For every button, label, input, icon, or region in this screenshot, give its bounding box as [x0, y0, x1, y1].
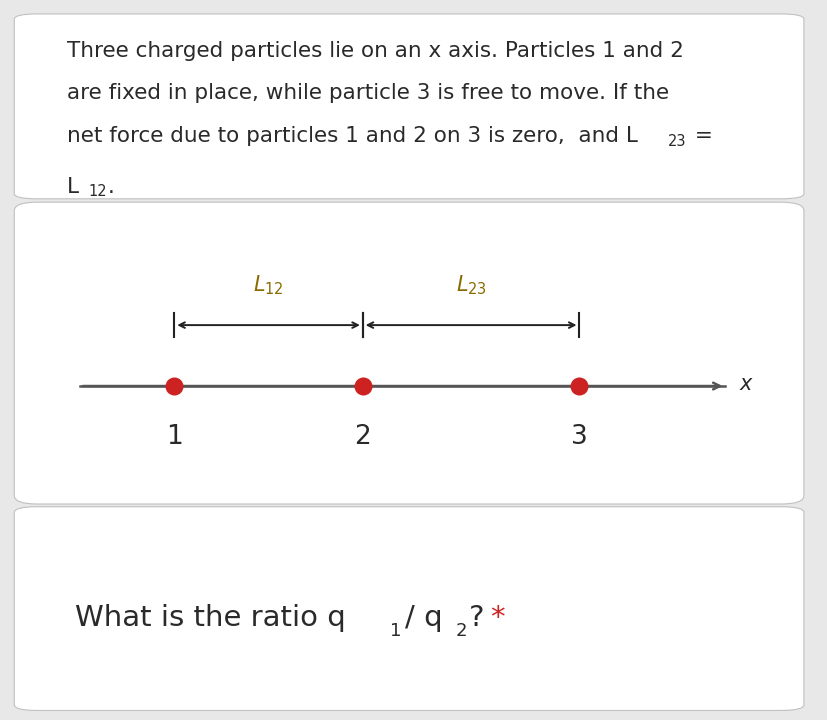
Text: 1: 1 — [166, 423, 183, 449]
FancyBboxPatch shape — [14, 507, 803, 711]
Text: $L_{12}$: $L_{12}$ — [253, 274, 284, 297]
Text: 2: 2 — [456, 622, 467, 640]
Text: are fixed in place, while particle 3 is free to move. If the: are fixed in place, while particle 3 is … — [67, 84, 668, 103]
Text: What is the ratio q: What is the ratio q — [74, 604, 345, 632]
Text: 2: 2 — [354, 423, 370, 449]
Text: Three charged particles lie on an x axis. Particles 1 and 2: Three charged particles lie on an x axis… — [67, 41, 683, 61]
Text: *: * — [490, 604, 504, 632]
Text: L: L — [67, 176, 79, 197]
Text: 23: 23 — [667, 133, 686, 148]
Text: =: = — [687, 125, 712, 145]
Text: x: x — [739, 374, 751, 394]
Text: $L_{23}$: $L_{23}$ — [455, 274, 486, 297]
Text: 12: 12 — [88, 184, 108, 199]
FancyBboxPatch shape — [14, 202, 803, 504]
Text: .: . — [108, 176, 114, 197]
Text: net force due to particles 1 and 2 on 3 is zero,  and L: net force due to particles 1 and 2 on 3 … — [67, 125, 637, 145]
FancyBboxPatch shape — [14, 14, 803, 199]
Text: 1: 1 — [390, 622, 401, 640]
Text: ?: ? — [468, 604, 484, 632]
Text: 3: 3 — [571, 423, 587, 449]
Text: / q: / q — [404, 604, 442, 632]
